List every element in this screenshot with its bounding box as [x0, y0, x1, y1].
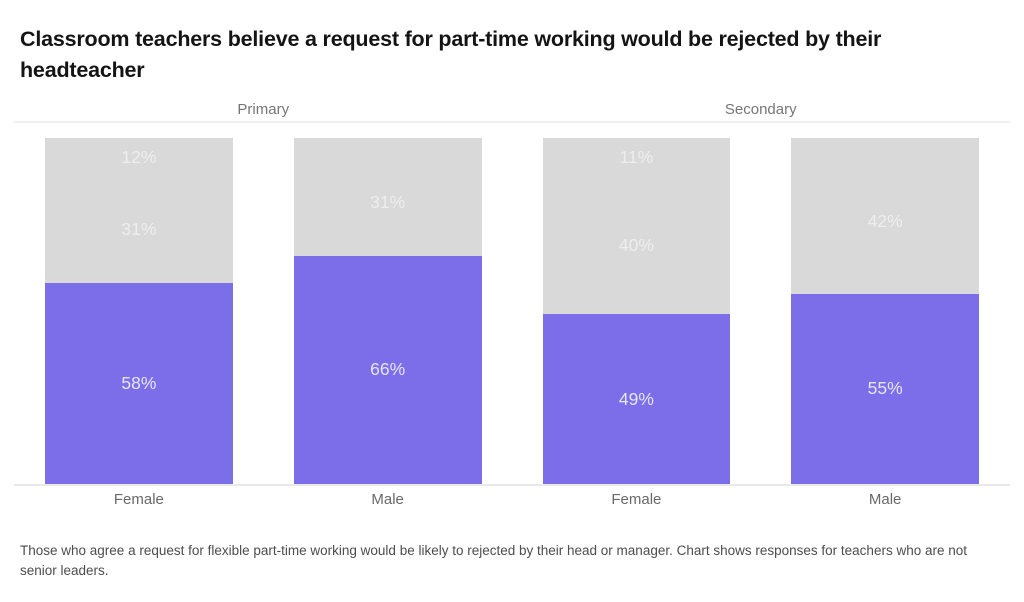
bars-area: 12% 31% 58% 31% 66% 11% — [0, 138, 1024, 484]
category-label-secondary-male: Male — [868, 491, 902, 508]
bar-segment-agree: 66% — [293, 255, 482, 484]
category-label-secondary-female: Female — [611, 491, 662, 508]
segment-label: 66% — [370, 359, 406, 380]
bar-segment-agree: 49% — [542, 314, 731, 484]
baseline-rule — [14, 484, 1010, 486]
segment-label: 49% — [618, 388, 654, 409]
bar-secondary-male: 42% 55% — [791, 138, 979, 484]
bar-primary-male: 31% 66% — [293, 138, 482, 484]
bar-segment-middle: 31% — [293, 148, 482, 256]
segment-label: 31% — [121, 219, 157, 240]
bar-segment-top — [791, 138, 979, 149]
bar-segment-top: 12% — [45, 138, 233, 177]
top-rule — [14, 121, 1010, 123]
chart-title: Classroom teachers believe a request for… — [20, 27, 882, 82]
category-label-primary-female: Female — [113, 491, 164, 508]
chart-page: Classroom teachers believe a request for… — [0, 24, 1024, 602]
category-label-primary-male: Male — [371, 491, 404, 508]
segment-label: 12% — [121, 146, 157, 167]
bar-segment-top: 11% — [542, 138, 731, 177]
bar-segment-middle: 42% — [791, 148, 979, 294]
bar-segment-top — [293, 138, 482, 149]
category-labels-row: Female Male Female Male — [0, 491, 1024, 508]
group-label-secondary: Secondary — [724, 101, 797, 118]
bar-secondary-female: 11% 40% 49% — [542, 138, 731, 484]
footnote: Those who agree a request for flexible p… — [20, 543, 967, 578]
segment-label: 42% — [867, 210, 903, 231]
bar-segment-agree: 55% — [791, 293, 979, 484]
bar-primary-female: 12% 31% 58% — [45, 138, 233, 484]
bar-segment-middle: 40% — [542, 176, 731, 315]
segment-label: 55% — [867, 378, 903, 399]
segment-label: 40% — [618, 234, 654, 255]
group-labels-row: Primary Secondary — [0, 101, 1024, 118]
bar-segment-agree: 58% — [45, 283, 233, 484]
bar-segment-middle: 31% — [45, 176, 233, 284]
segment-label: 11% — [619, 146, 654, 167]
segment-label: 58% — [121, 373, 157, 394]
group-label-primary: Primary — [237, 101, 290, 118]
segment-label: 31% — [370, 191, 406, 212]
